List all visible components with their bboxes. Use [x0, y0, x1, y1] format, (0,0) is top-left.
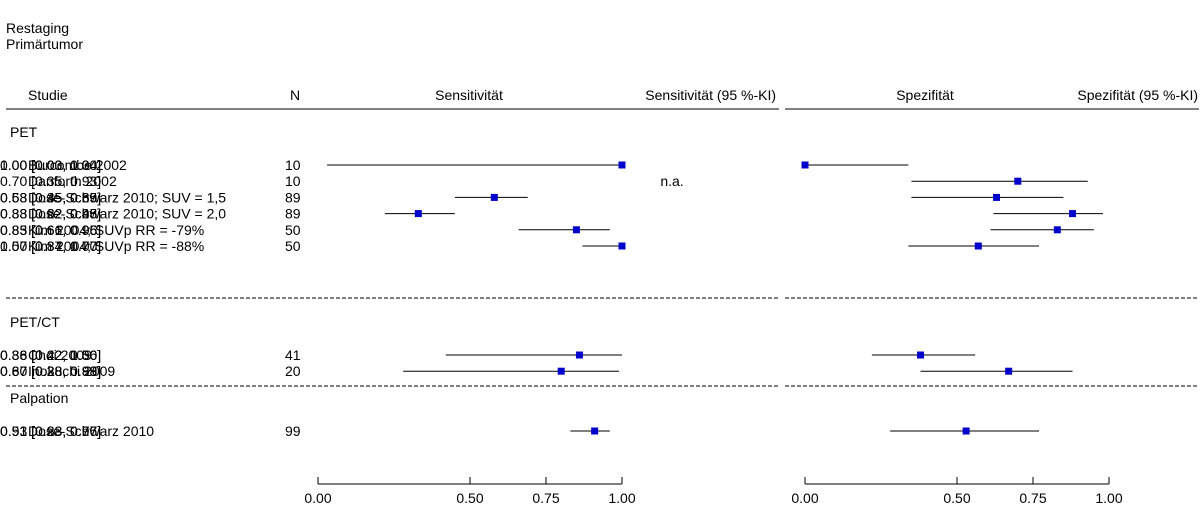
- axis-tick-label: 0.50: [943, 490, 970, 506]
- study-n: 89: [285, 206, 301, 222]
- axis-tick-label: 1.00: [1095, 490, 1122, 506]
- sensitivity-ci-label: 0.33 [0.22, 0.45]: [0, 206, 101, 222]
- specificity-ci-label: 0.53 [0.28, 0.77]: [0, 423, 101, 439]
- column-header-specificity-plot: Spezifität: [896, 87, 954, 103]
- study-n: 50: [285, 238, 301, 254]
- axis-tick-label: 1.00: [608, 490, 635, 506]
- study-name: Kim 2004; SUVp RR = -79%: [28, 222, 204, 238]
- sensitivity-point: [572, 226, 580, 234]
- column-header-study: Studie: [28, 87, 68, 103]
- specificity-point: [974, 242, 982, 250]
- specificity-ci-label: 0.88 [0.62, 0.98]: [0, 206, 101, 222]
- study-name: Dose-Schwarz 2010; SUV = 2,0: [28, 206, 226, 222]
- group-label: PET: [10, 124, 38, 140]
- specificity-point: [993, 193, 1001, 201]
- study-name: Kim 2004; SUVp RR = -88%: [28, 238, 204, 254]
- sensitivity-ci-label: 1.00 [0.87, 1.00]: [0, 238, 101, 254]
- axis-tick-label: 0.00: [304, 490, 331, 506]
- sensitivity-point: [490, 193, 498, 201]
- sensitivity-point: [618, 161, 626, 169]
- specificity-ci-label: 0.63 [0.35, 0.85]: [0, 189, 101, 205]
- sensitivity-ci-label: 0.80 [0.28, 0.99]: [0, 363, 101, 379]
- header-primaertumor: Primärtumor: [6, 36, 83, 52]
- sensitivity-ci-label: 0.86 [0.42, 1.00]: [0, 347, 101, 363]
- sensitivity-ci-label: 0.85 [0.66, 0.96]: [0, 222, 101, 238]
- header-restaging: Restaging: [6, 20, 69, 36]
- sensitivity-ci-label: n.a.: [660, 173, 683, 189]
- sensitivity-ci-label: 1.00 [0.03, 1.00]: [0, 157, 101, 173]
- group-label: Palpation: [10, 390, 68, 406]
- specificity-point: [1053, 226, 1061, 234]
- column-header-sensitivity-ci: Sensitivität (95 %-KI): [645, 87, 776, 103]
- study-name: Dose-Schwarz 2010: [28, 423, 154, 439]
- study-n: 99: [285, 423, 301, 439]
- sensitivity-point: [591, 427, 599, 435]
- study-rows: PET Burcombe 2002 10 1.00 [0.03, 1.00]0.00 …: [0, 124, 1199, 439]
- axis-tick-label: 0.75: [1019, 490, 1046, 506]
- specificity-point: [1005, 367, 1013, 375]
- study-n: 10: [285, 157, 301, 173]
- sensitivity-point: [557, 367, 565, 375]
- specificity-point: [1069, 210, 1077, 218]
- column-header-specificity-ci: Spezifität (95 %-KI): [1077, 87, 1198, 103]
- axis-tick-label: 0.75: [532, 490, 559, 506]
- study-n: 41: [285, 347, 301, 363]
- group-label: PET/CT: [10, 314, 60, 330]
- column-header-sensitivity-plot: Sensitivität: [435, 87, 503, 103]
- specificity-ci-label: 0.00 [0.00, 0.34]: [0, 157, 101, 173]
- sensitivity-point: [414, 210, 422, 218]
- study-n: 89: [285, 189, 301, 205]
- specificity-ci-label: 0.38 [0.22, 0.56]: [0, 347, 101, 363]
- specificity-ci-label: 0.83 [0.61, 0.95]: [0, 222, 101, 238]
- specificity-ci-label: 0.67 [0.38, 0.88]: [0, 363, 101, 379]
- study-name: Dose-Schwarz 2010; SUV = 1,5: [28, 189, 226, 205]
- specificity-point: [801, 161, 809, 169]
- study-n: 50: [285, 222, 301, 238]
- study-name: Danforth 2002: [28, 173, 117, 189]
- sensitivity-point: [618, 242, 626, 250]
- specificity-ci-label: 0.57 [0.34, 0.77]: [0, 238, 101, 254]
- study-n: 10: [285, 173, 301, 189]
- study-name: Burcombe 2002: [28, 157, 127, 173]
- specificity-point: [917, 351, 925, 359]
- specificity-point: [962, 427, 970, 435]
- specificity-ci-label: 0.70 [0.35, 0.93]: [0, 173, 101, 189]
- specificity-point: [1014, 177, 1022, 185]
- axis-tick-label: 0.50: [456, 490, 483, 506]
- sensitivity-ci-label: 0.91 [0.83, 0.96]: [0, 423, 101, 439]
- axis-tick-label: 0.00: [791, 490, 818, 506]
- sensitivity-point: [575, 351, 583, 359]
- sensitivity-ci-label: 0.58 [0.45, 0.69]: [0, 189, 101, 205]
- study-name: Choi 2009: [28, 347, 92, 363]
- study-name: Inokuchi 2009: [28, 363, 115, 379]
- column-header-n: N: [290, 87, 300, 103]
- x-axes: 0.00 0.50 0.75 1.00 0.00 0.50 0.75 1.00: [304, 477, 1123, 506]
- study-n: 20: [285, 363, 301, 379]
